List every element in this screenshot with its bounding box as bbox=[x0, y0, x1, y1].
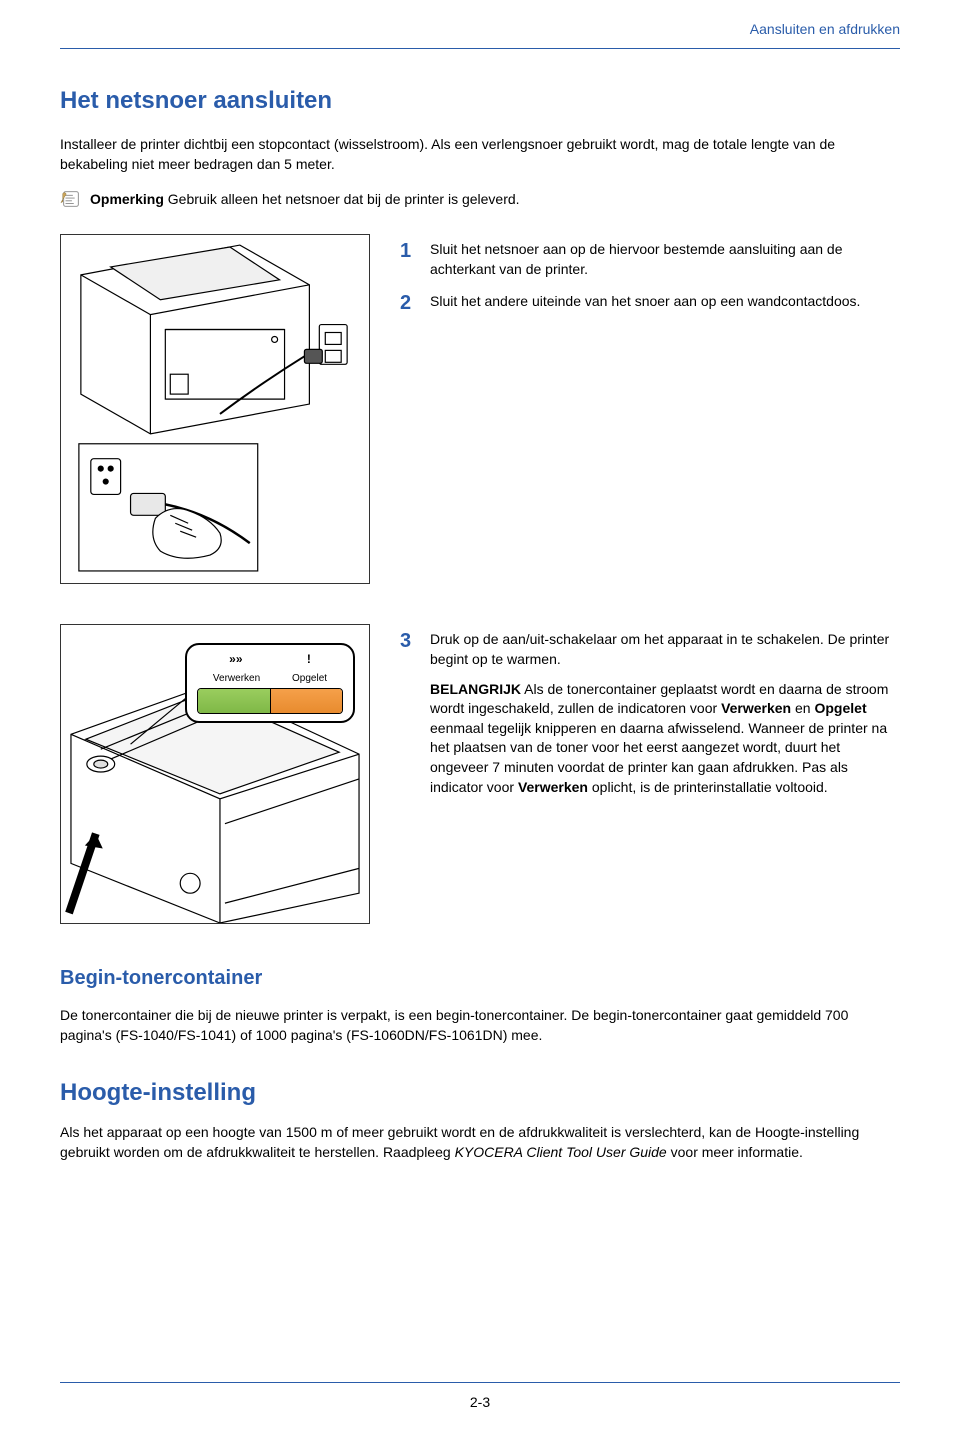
label-processing: Verwerken bbox=[213, 672, 260, 686]
note-label: Opmerking bbox=[90, 191, 164, 207]
step-2: 2 Sluit het andere uiteinde van het snoe… bbox=[400, 292, 900, 314]
diagram-power-cord bbox=[60, 234, 370, 584]
note-body: Gebruik alleen het netsnoer dat bij de p… bbox=[168, 191, 520, 207]
step-list-1: 1 Sluit het netsnoer aan op de hiervoor … bbox=[400, 234, 900, 325]
intro-paragraph: Installeer de printer dichtbij een stopc… bbox=[60, 135, 900, 174]
toner-section-title: Begin-tonercontainer bbox=[60, 964, 900, 992]
page-number: 2-3 bbox=[470, 1394, 490, 1410]
height-end: voor meer informatie. bbox=[667, 1144, 803, 1160]
step3-mid: en bbox=[791, 700, 814, 716]
toner-section-text: De tonercontainer die bij de nieuwe prin… bbox=[60, 1006, 900, 1045]
symbol-processing: »» bbox=[229, 651, 242, 668]
verwerken-bold: Verwerken bbox=[721, 700, 791, 716]
height-prefix: Als het apparaat op een hoogte van 1500 … bbox=[60, 1124, 755, 1140]
label-attention: Opgelet bbox=[292, 672, 327, 686]
step-number: 3 bbox=[400, 630, 414, 807]
step-1: 1 Sluit het netsnoer aan op de hiervoor … bbox=[400, 240, 900, 279]
verwerken-bold-2: Verwerken bbox=[518, 779, 588, 795]
height-mid: gebruikt worden om de afdrukkwaliteit te… bbox=[60, 1144, 455, 1160]
opgelet-bold: Opgelet bbox=[814, 700, 866, 716]
note-text: Opmerking Gebruik alleen het netsnoer da… bbox=[90, 190, 520, 210]
height-section-title: Hoogte-instelling bbox=[60, 1076, 900, 1110]
step3-end: oplicht, is de printerinstallatie voltoo… bbox=[588, 779, 828, 795]
height-section-text: Als het apparaat op een hoogte van 1500 … bbox=[60, 1123, 900, 1162]
step-list-2: 3 Druk op de aan/uit-schakelaar om het a… bbox=[400, 624, 900, 819]
height-italic: KYOCERA Client Tool User Guide bbox=[455, 1144, 667, 1160]
step-number: 1 bbox=[400, 240, 414, 279]
callout-labels: Verwerken Opgelet bbox=[197, 672, 343, 686]
step-text: Sluit het andere uiteinde van het snoer … bbox=[430, 292, 860, 314]
step-section-2: »» ! Verwerken Opgelet 3 Druk op de aan/… bbox=[60, 624, 900, 924]
step-section-1: 1 Sluit het netsnoer aan op de hiervoor … bbox=[60, 234, 900, 584]
indicator-green bbox=[198, 689, 271, 713]
callout-symbols: »» ! bbox=[197, 651, 343, 668]
step-text: Druk op de aan/uit-schakelaar om het app… bbox=[430, 630, 900, 807]
indicator-callout: »» ! Verwerken Opgelet bbox=[185, 643, 355, 723]
indicator-bar bbox=[197, 688, 343, 714]
step3-para2: BELANGRIJK Als de tonercontainer geplaat… bbox=[430, 680, 900, 798]
chapter-header: Aansluiten en afdrukken bbox=[60, 20, 900, 49]
diagram-power-switch: »» ! Verwerken Opgelet bbox=[60, 624, 370, 924]
step-number: 2 bbox=[400, 292, 414, 314]
important-label: BELANGRIJK bbox=[430, 681, 521, 697]
step-text: Sluit het netsnoer aan op de hiervoor be… bbox=[430, 240, 900, 279]
height-bold: Hoogte-instelling bbox=[755, 1124, 859, 1140]
symbol-attention: ! bbox=[307, 651, 311, 668]
step3-para1: Druk op de aan/uit-schakelaar om het app… bbox=[430, 630, 900, 669]
indicator-orange bbox=[271, 689, 343, 713]
note-icon bbox=[60, 188, 82, 210]
page-title: Het netsnoer aansluiten bbox=[60, 84, 900, 118]
page-footer: 2-3 bbox=[60, 1382, 900, 1413]
note-line: Opmerking Gebruik alleen het netsnoer da… bbox=[60, 188, 900, 210]
step-3: 3 Druk op de aan/uit-schakelaar om het a… bbox=[400, 630, 900, 807]
